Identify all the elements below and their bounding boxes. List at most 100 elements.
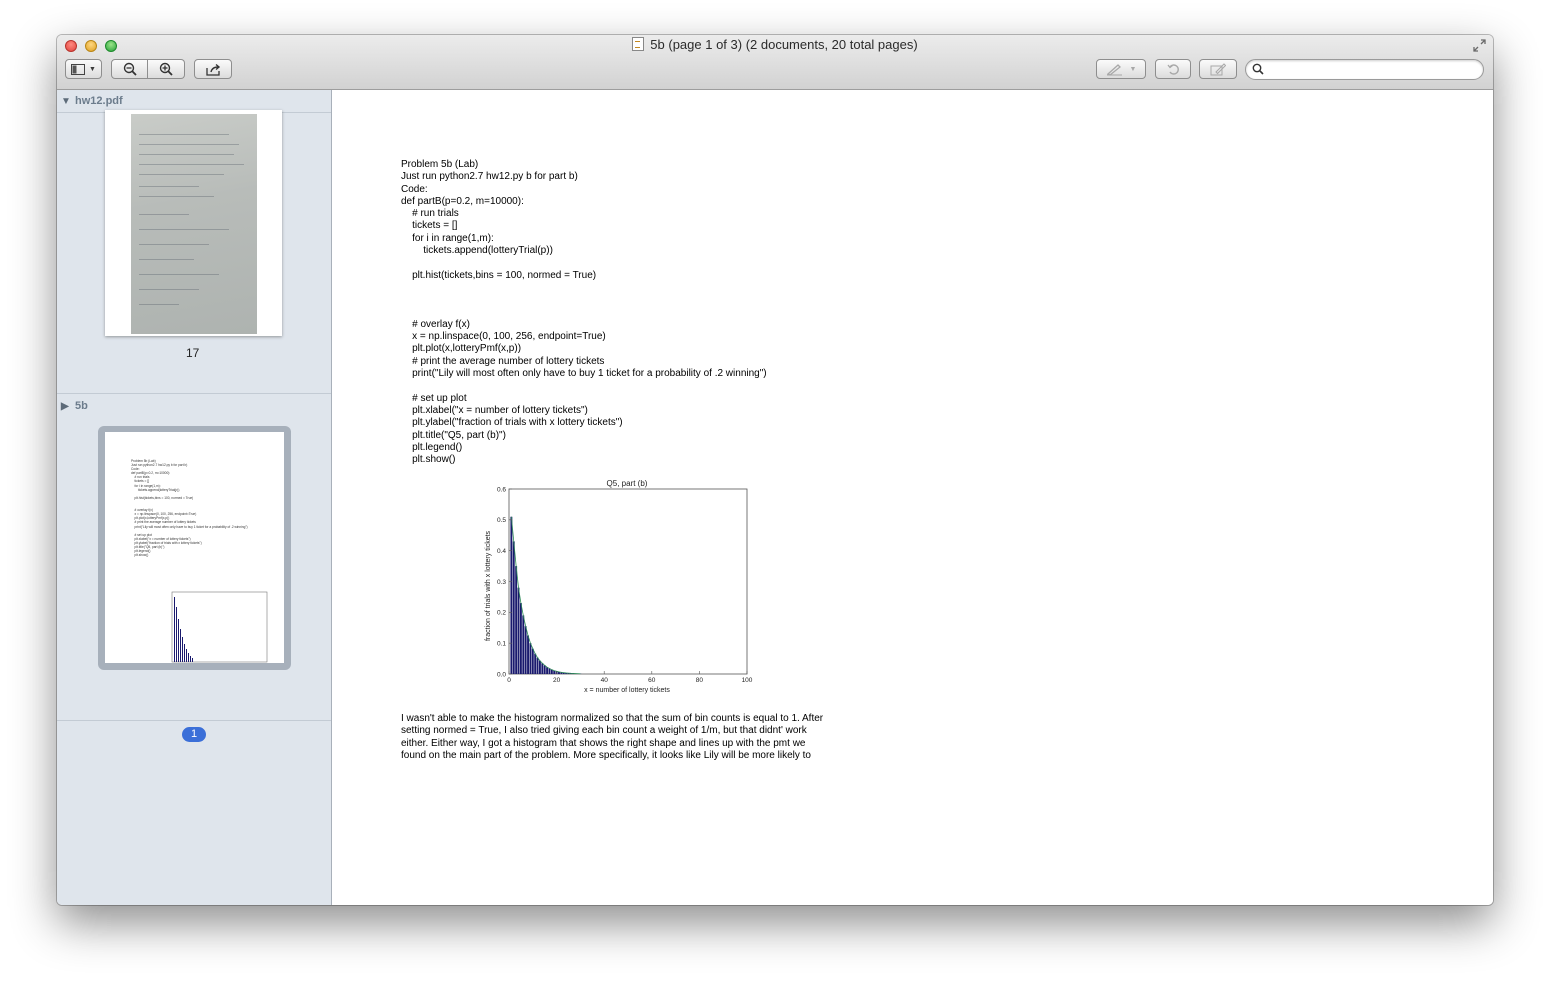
page-thumbnail-hw12-17[interactable] (105, 110, 282, 336)
share-icon (205, 63, 220, 76)
window-title: 5b (page 1 of 3) (2 documents, 20 total … (650, 37, 918, 52)
code-line: # set up plot (401, 392, 467, 404)
chart-bar (541, 663, 544, 674)
pen-icon (1106, 63, 1122, 76)
code-line: plt.legend() (401, 441, 463, 453)
minimize-button[interactable] (85, 40, 97, 52)
zoom-out-button[interactable] (111, 59, 148, 79)
zoom-out-icon (123, 62, 137, 76)
group-title: 5b (75, 400, 88, 412)
chart-bar (538, 660, 541, 674)
chart-xtick-label: 0 (507, 677, 511, 684)
code-text-block: Problem 5b (Lab) Just run python2.7 hw12.… (401, 159, 767, 466)
page-number-label: 17 (186, 346, 200, 360)
code-line (401, 294, 767, 306)
sidebar-view-button[interactable]: ▼ (65, 59, 102, 79)
chart-bar (562, 672, 565, 674)
page-thumbnail-5b-1[interactable]: Problem 5b (Lab) Just run python2.7 hw12… (105, 432, 284, 663)
chart-bar (546, 667, 549, 674)
selected-page-badge: 1 (182, 727, 206, 742)
divider (57, 720, 331, 721)
chart-xtick-label: 40 (601, 677, 609, 684)
code-line: # run trials (401, 208, 459, 220)
sidebar-group-hw12[interactable]: ▼ hw12.pdf (61, 95, 123, 107)
group-title: hw12.pdf (75, 95, 123, 107)
chart-ytick-label: 0.5 (497, 517, 506, 524)
chart-bar (558, 671, 560, 674)
chart-ytick-label: 0.4 (497, 548, 506, 555)
chart-bar (550, 669, 553, 674)
chart-pmf-line (510, 516, 581, 675)
chart-ytick-label: 0.0 (497, 671, 506, 678)
chart-bar (560, 672, 563, 674)
chart-bar (512, 541, 515, 674)
chart-ytick-label: 0.1 (497, 640, 506, 647)
code-line: plt.ylabel("fraction of trials with x lo… (401, 417, 623, 429)
explanation-paragraph: I wasn't able to make the histogram norm… (401, 713, 851, 762)
histogram-chart: Q5, part (b) 0 20 40 60 80 100 0.0 0.1 0.2 0.3 0.4… (485, 479, 753, 694)
code-line: print("Lily will most often only have to… (401, 368, 767, 380)
thumbnail-text-preview: Problem 5b (Lab) Just run python2.7 hw12… (131, 459, 248, 558)
code-line: Just run python2.7 hw12.py b for part b) (401, 171, 578, 183)
chart-bar (548, 668, 551, 674)
chevron-down-icon: ▼ (1129, 65, 1137, 73)
search-icon (1252, 63, 1264, 75)
thumbnail-sidebar[interactable]: ▼ hw12.pdf 17 ▶ 5b (57, 90, 332, 905)
chart-plot-area (508, 488, 748, 675)
document-view[interactable]: Problem 5b (Lab) Just run python2.7 hw12.… (333, 90, 1493, 905)
search-field[interactable] (1245, 59, 1484, 80)
paragraph-line: either. Either way, I got a histogram th… (401, 737, 806, 749)
chart-bar (524, 626, 527, 674)
chart-bar (543, 665, 546, 674)
chart-bar (517, 587, 520, 674)
share-button[interactable] (194, 59, 232, 79)
chart-ytick-label: 0.6 (497, 486, 506, 493)
chart-xtick-label: 80 (696, 677, 704, 684)
chart-ytick-label: 0.2 (497, 610, 506, 617)
code-line: tickets = [] (401, 220, 458, 232)
preview-window: 5b (page 1 of 3) (2 documents, 20 total … (57, 35, 1493, 905)
chart-ytick-label: 0.3 (497, 579, 506, 586)
paragraph-line: I wasn't able to make the histogram norm… (401, 713, 824, 724)
search-input[interactable] (1268, 61, 1477, 79)
code-line: x = np.linspace(0, 100, 256, endpoint=Tr… (401, 331, 606, 343)
chart-bar (553, 670, 556, 674)
edit-icon (1210, 62, 1226, 75)
fullscreen-icon[interactable] (1473, 39, 1487, 53)
code-line: plt.show() (401, 454, 456, 466)
chart-xtick-label: 100 (742, 677, 753, 684)
code-line: Code: (401, 183, 428, 195)
title-bar: 5b (page 1 of 3) (2 documents, 20 total … (57, 35, 1493, 90)
chart-xlabel: x = number of lottery tickets (584, 687, 670, 694)
chart-title: Q5, part (b) (607, 479, 648, 488)
code-line: plt.plot(x,lotteryPmf(x,p)) (401, 343, 522, 355)
chart-bar (515, 566, 518, 674)
chart-bar (529, 643, 532, 674)
paragraph-line: found on the main part of the problem. M… (401, 749, 811, 761)
code-line: for i in range(1,m): (401, 232, 494, 244)
selected-page-highlight[interactable]: Problem 5b (Lab) Just run python2.7 hw12… (98, 426, 291, 670)
code-line: plt.hist(tickets,bins = 100, normed = Tr… (401, 269, 597, 281)
zoom-in-button[interactable] (148, 59, 185, 79)
close-button[interactable] (65, 40, 77, 52)
disclosure-collapsed-icon[interactable]: ▶ (61, 401, 69, 412)
annotate-button[interactable]: ▼ (1096, 59, 1146, 79)
disclosure-expanded-icon[interactable]: ▼ (61, 96, 71, 107)
rotate-button[interactable] (1155, 59, 1191, 79)
code-line: plt.title("Q5, part (b)") (401, 429, 506, 441)
code-line (401, 282, 767, 294)
sidebar-group-5b[interactable]: ▶ 5b (61, 400, 88, 412)
zoom-button[interactable] (105, 40, 117, 52)
window-title-area: 5b (page 1 of 3) (2 documents, 20 total … (57, 37, 1493, 52)
code-line (401, 307, 767, 319)
chevron-down-icon: ▼ (89, 65, 96, 73)
edit-toolbar-button[interactable] (1199, 59, 1237, 79)
chart-bar (519, 603, 522, 674)
chart-xtick-label: 20 (553, 677, 561, 684)
zoom-in-icon (159, 62, 173, 76)
code-line: tickets.append(lotteryTrial(p)) (401, 245, 553, 257)
code-line (401, 380, 767, 392)
chart-bar (527, 635, 529, 674)
thumbnail-chart-preview (171, 591, 268, 663)
code-line: def partB(p=0.2, m=10000): (401, 195, 524, 207)
